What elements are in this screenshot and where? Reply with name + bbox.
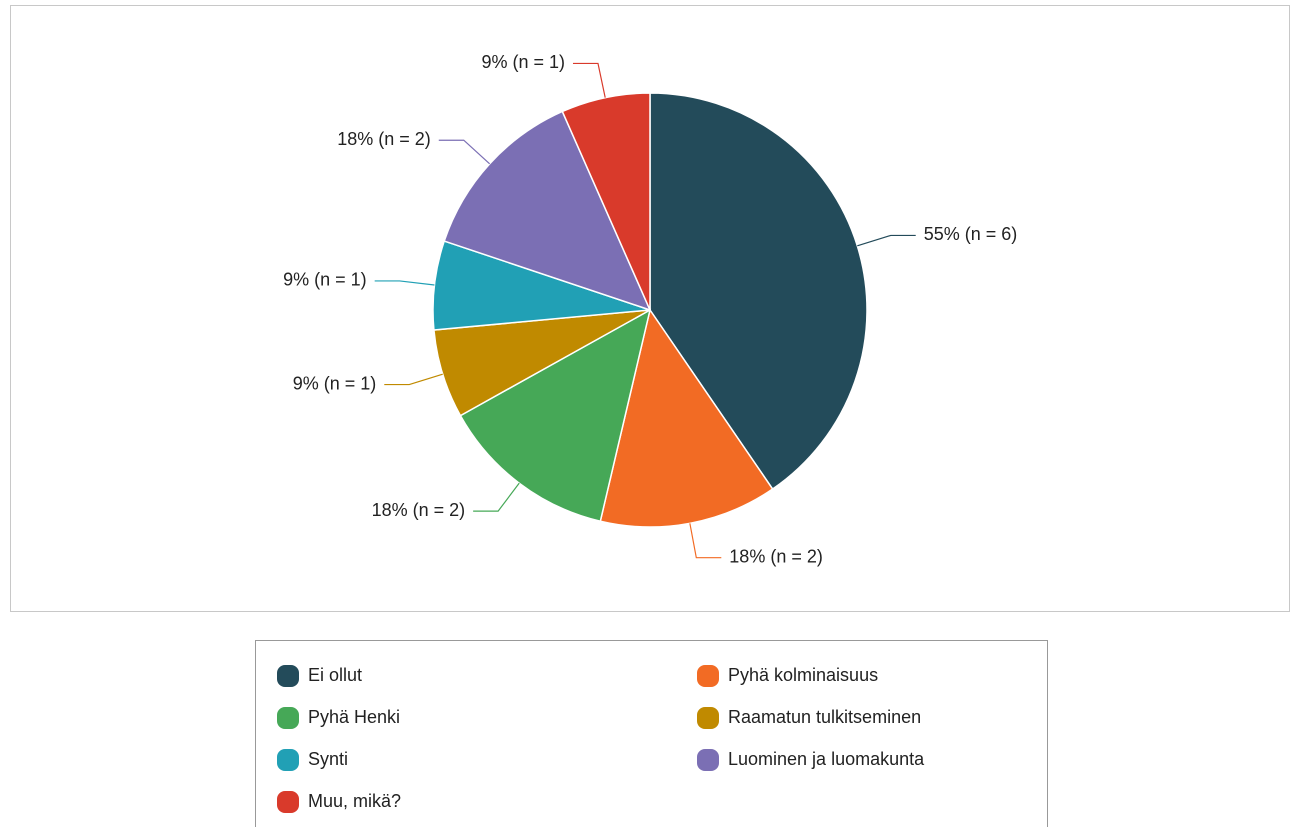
legend-label: Luominen ja luomakunta [728, 749, 925, 769]
leader-line [438, 139, 491, 165]
legend-label: Ei ollut [308, 665, 362, 685]
leader-line [473, 482, 520, 512]
legend-label: Pyhä Henki [308, 707, 400, 727]
pie-slice [443, 110, 652, 312]
legend-swatch [277, 749, 299, 771]
pie-slice [561, 92, 651, 311]
legend-swatch [277, 707, 299, 729]
data-label: 18% (n = 2) [337, 129, 431, 149]
data-label: 18% (n = 2) [372, 500, 466, 520]
data-label: 9% (n = 1) [481, 52, 565, 72]
legend-swatch [697, 749, 719, 771]
legend-swatch [697, 707, 719, 729]
leader-line [857, 234, 916, 247]
leader-line [689, 523, 722, 559]
pie-slice [649, 92, 868, 491]
legend-label: Muu, mikä? [308, 791, 401, 811]
legend-frame [255, 640, 1048, 827]
data-label: 55% (n = 6) [924, 224, 1018, 244]
legend-label: Synti [308, 749, 348, 769]
leader-line [384, 373, 443, 386]
data-label: 9% (n = 1) [293, 373, 377, 393]
legend-label: Pyhä kolminaisuus [728, 665, 878, 685]
data-label: 18% (n = 2) [729, 546, 823, 566]
leader-line [374, 280, 435, 286]
legend-label: Raamatun tulkitseminen [728, 707, 921, 727]
data-label: 9% (n = 1) [283, 270, 367, 290]
legend-swatch [277, 791, 299, 813]
legend-swatch [697, 665, 719, 687]
legend-swatch [277, 665, 299, 687]
pie-slice [459, 308, 652, 523]
pie-slice [599, 308, 774, 528]
leader-line [572, 62, 606, 98]
